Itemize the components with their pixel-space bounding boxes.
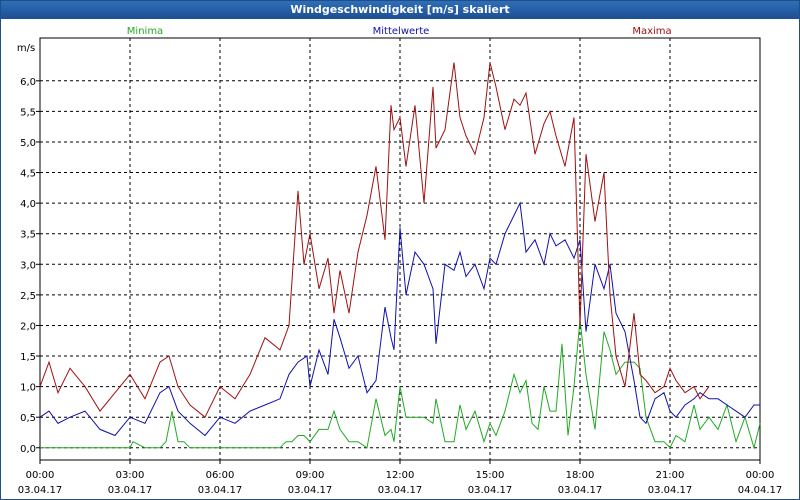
y-tick-label: 3,0 [20,260,36,271]
y-tick-label: 0,5 [20,413,36,424]
legend-mittelwerte: Mittelwerte [373,26,430,37]
y-tick-label: 1,5 [20,352,36,363]
y-axis-ticks: 0,0 0,5 1,0 1,5 2,0 2,5 3,0 3,5 4,0 4,5 5,0 5,5 6,0 [20,77,40,455]
x-axis-ticks: 00:00 03.04.17 03:00 03.04.17 06:00 03.04.17 0… [18,460,783,496]
y-tick-label: 5,5 [20,107,36,118]
x-tick-time: 00:00 [746,470,775,481]
x-tick-time: 18:00 [566,470,595,481]
y-tick-label: 4,5 [20,169,36,180]
series-line-maxima [39,62,710,418]
x-tick-date: 03.04.17 [108,485,153,496]
y-tick-label: 3,5 [20,230,36,241]
x-tick-time: 06:00 [206,470,235,481]
x-tick-date: 04.04.17 [738,485,783,496]
series-line-minima [40,319,761,450]
x-tick-date: 03.04.17 [558,485,603,496]
x-tick-time: 00:00 [26,470,55,481]
y-tick-label: 1,0 [20,383,36,394]
y-tick-label: 4,0 [20,199,36,210]
y-tick-label: 0,0 [20,444,36,455]
legend-minima: Minima [127,26,163,37]
series-lines [39,62,761,450]
y-tick-label: 2,0 [20,321,36,332]
x-tick-date: 03.04.17 [378,485,423,496]
y-tick-label: 6,0 [20,77,36,88]
x-tick-date: 03.04.17 [18,485,63,496]
x-tick-time: 03:00 [116,470,145,481]
x-tick-date: 03.04.17 [648,485,693,496]
window-title: Windgeschwindigkeit [m/s] skaliert [1,1,799,19]
y-tick-label: 2,5 [20,291,36,302]
y-tick-label: 5,0 [20,138,36,149]
x-tick-date: 03.04.17 [468,485,513,496]
y-axis-unit-label: m/s [17,43,35,54]
x-tick-time: 21:00 [656,470,685,481]
legend-maxima: Maxima [632,26,671,37]
x-tick-date: 03.04.17 [288,485,333,496]
x-tick-time: 09:00 [296,470,325,481]
x-tick-date: 03.04.17 [198,485,243,496]
x-tick-time: 15:00 [476,470,505,481]
x-tick-time: 12:00 [386,470,415,481]
series-line-mittelwerte [39,201,760,437]
